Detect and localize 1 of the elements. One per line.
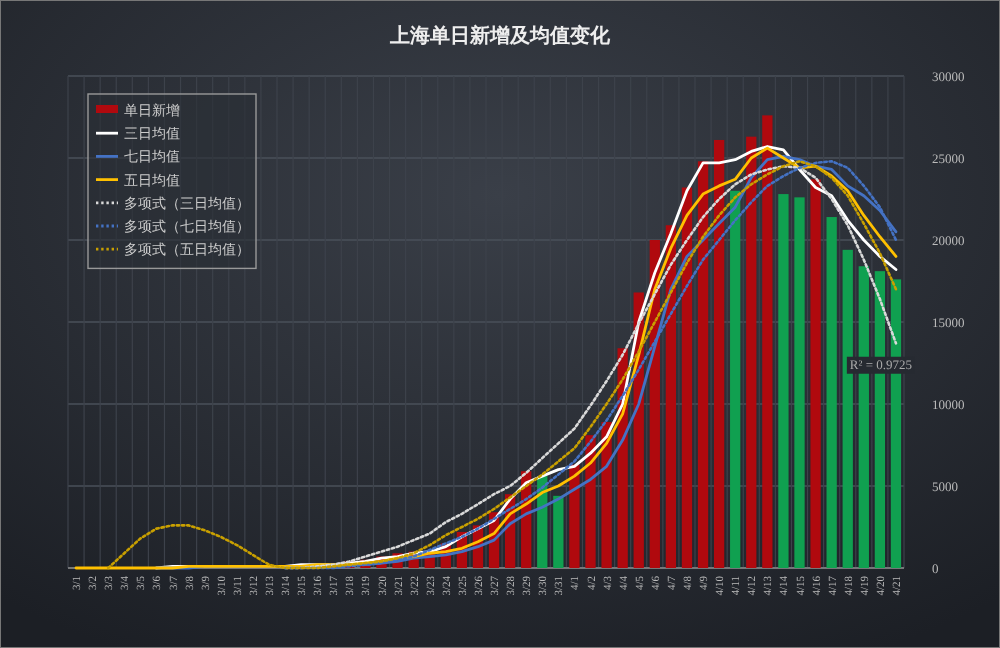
chart-title: 上海单日新增及均值变化 bbox=[388, 24, 612, 48]
